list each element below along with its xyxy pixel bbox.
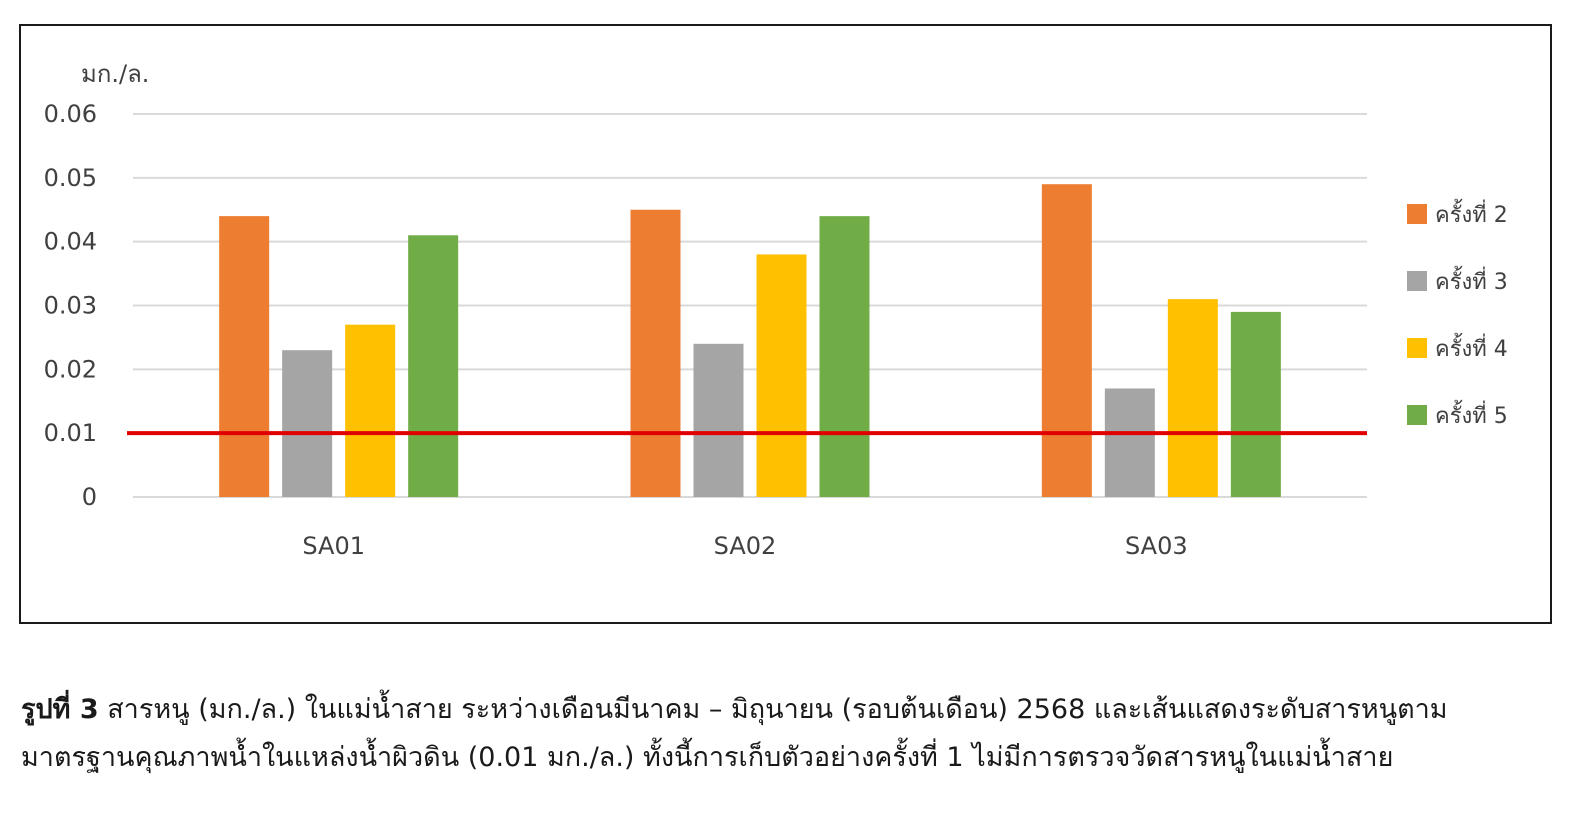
chart-frame: มก./ล. 0 0.01 0.02 0.03 0.04 0.05 0.06 SA01 SA0… <box>19 24 1552 624</box>
bar <box>630 209 681 497</box>
y-tick-label: 0.03 <box>44 292 97 320</box>
y-tick-label: 0 <box>82 483 97 511</box>
bar <box>282 350 333 497</box>
x-category-label: SA01 <box>302 532 365 560</box>
legend-label: ครั้งที่ 5 <box>1435 400 1508 429</box>
y-tick-label: 0.06 <box>44 100 97 128</box>
x-category-label: SA03 <box>1125 532 1188 560</box>
bars <box>219 184 1281 498</box>
caption-text-1: สารหนู (มก./ล.) ในแม่น้ำสาย ระหว่างเดือน… <box>98 694 1448 725</box>
legend-swatch <box>1407 405 1427 425</box>
bar <box>1167 299 1218 497</box>
legend-swatch <box>1407 271 1427 291</box>
bar <box>1104 388 1155 497</box>
caption-line-1: รูปที่ 3 สารหนู (มก./ล.) ในแม่น้ำสาย ระห… <box>21 686 1551 734</box>
bar-chart: มก./ล. 00.010.020.030.040.050.06 SA01 SA0… <box>44 60 1508 560</box>
x-category-label: SA02 <box>714 532 777 560</box>
y-unit-label: มก./ล. <box>81 60 149 88</box>
bar <box>345 324 396 497</box>
x-axis-categories: SA01 SA02 SA03 <box>302 532 1187 560</box>
legend-label: ครั้งที่ 2 <box>1435 199 1508 228</box>
y-axis-ticks: 0 0.01 0.02 0.03 0.04 0.05 0.06 <box>44 100 97 511</box>
caption-prefix: รูปที่ 3 <box>21 694 99 725</box>
y-tick-label: 0.01 <box>44 419 97 447</box>
legend: ครั้งที่ 2 ครั้งที่ 3 ครั้งที่ 4 ครั้งที่ 5 <box>1407 199 1508 429</box>
y-tick-label: 0.04 <box>44 228 97 256</box>
bar <box>693 343 744 497</box>
bar <box>756 254 807 497</box>
y-tick-label: 0.02 <box>44 355 97 383</box>
bar <box>1041 184 1092 497</box>
legend-swatch <box>1407 204 1427 224</box>
bar <box>1230 311 1281 497</box>
bar <box>219 216 270 497</box>
bar <box>408 235 459 498</box>
y-tick-label: 0.05 <box>44 164 97 192</box>
legend-label: ครั้งที่ 3 <box>1435 266 1508 295</box>
legend-label: ครั้งที่ 4 <box>1435 333 1508 362</box>
bar <box>819 216 870 497</box>
figure-caption: รูปที่ 3 สารหนู (มก./ล.) ในแม่น้ำสาย ระห… <box>21 686 1551 782</box>
legend-swatch <box>1407 338 1427 358</box>
caption-line-2: มาตรฐานคุณภาพน้ำในแหล่งน้ำผิวดิน (0.01 ม… <box>21 742 1394 773</box>
